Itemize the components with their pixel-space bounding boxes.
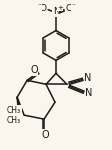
Text: CH₃: CH₃ <box>7 116 21 125</box>
Text: ⁻: ⁻ <box>37 1 41 10</box>
Text: O: O <box>39 4 46 13</box>
Text: O: O <box>41 130 48 140</box>
Text: O: O <box>65 4 72 13</box>
Text: +: + <box>57 5 62 11</box>
Text: N: N <box>52 7 59 16</box>
Text: O: O <box>30 65 38 75</box>
Text: CH₃: CH₃ <box>7 106 21 115</box>
Text: ⁻: ⁻ <box>71 1 75 10</box>
Text: N: N <box>84 88 92 98</box>
Text: N: N <box>83 73 91 83</box>
